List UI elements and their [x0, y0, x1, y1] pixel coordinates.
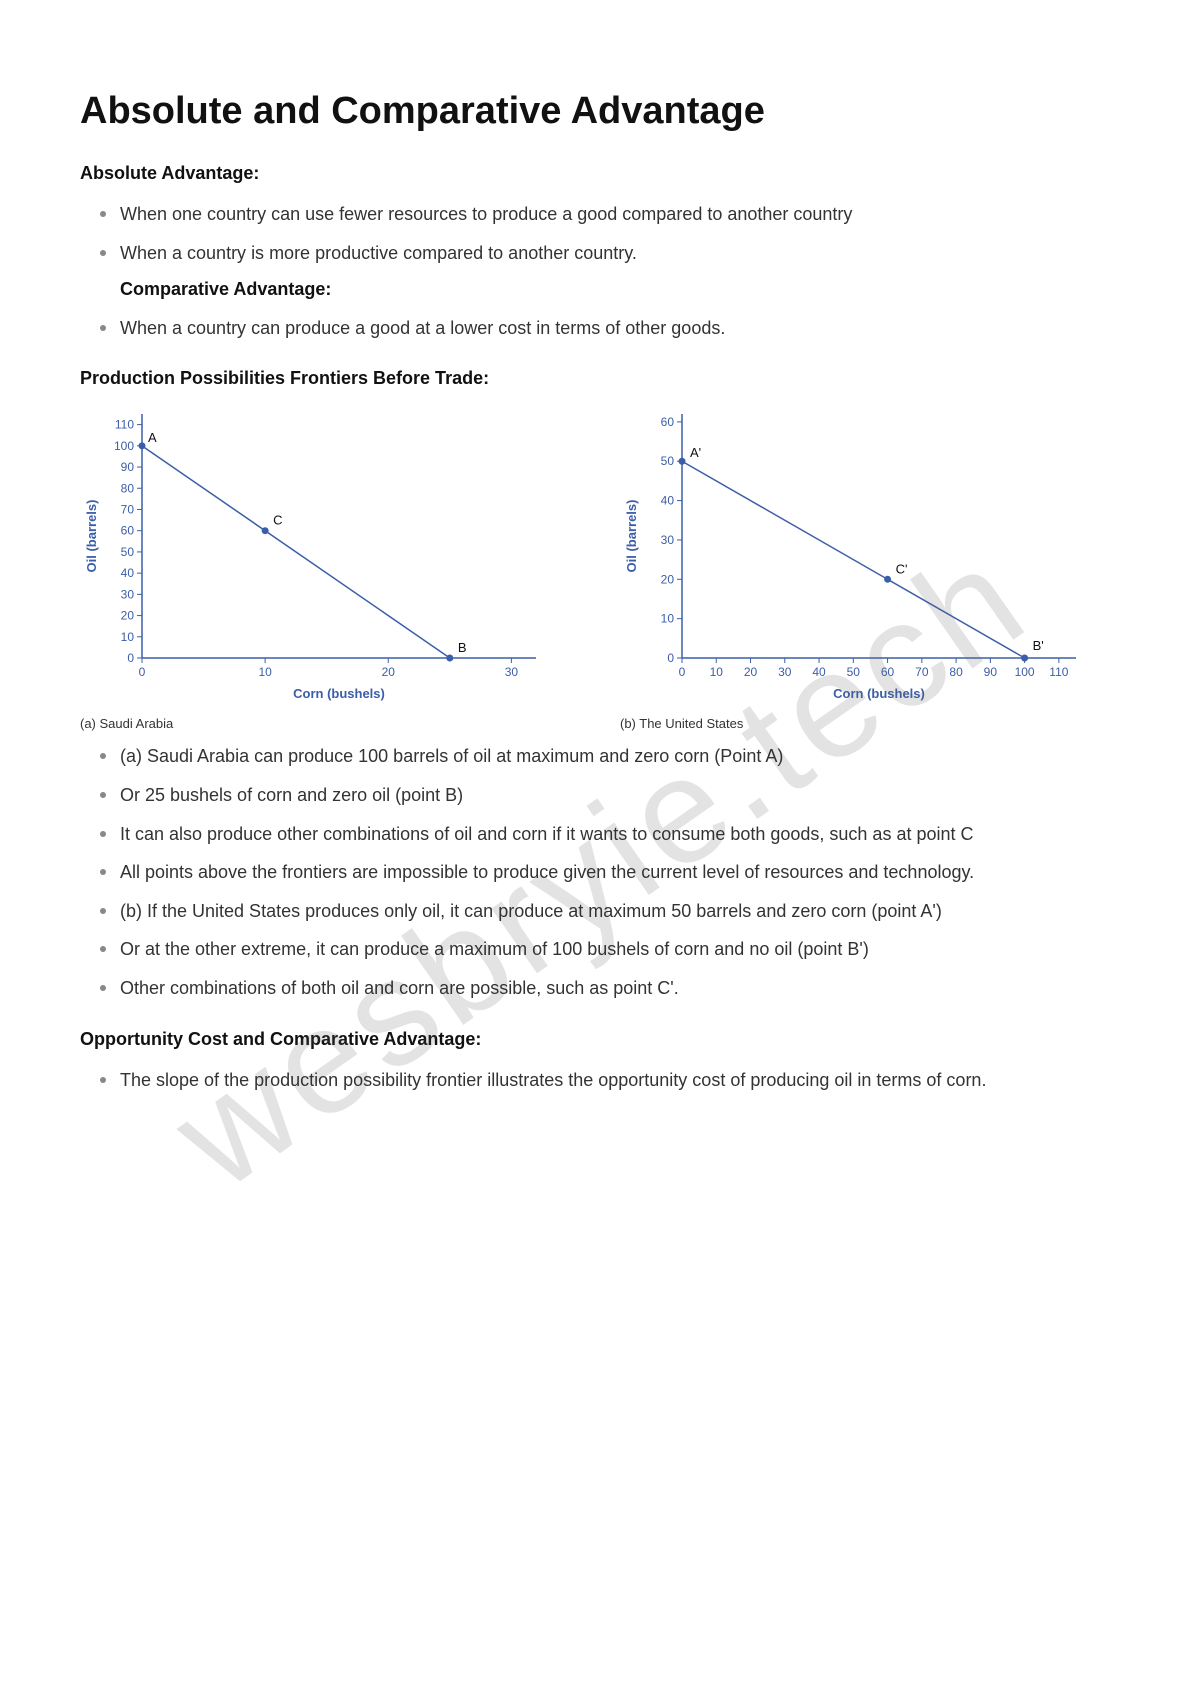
- svg-text:60: 60: [881, 665, 895, 679]
- svg-text:30: 30: [505, 665, 519, 679]
- absolute-list: When one country can use fewer resources…: [80, 199, 1120, 343]
- svg-text:100: 100: [114, 439, 134, 453]
- list-item: It can also produce other combinations o…: [120, 819, 1120, 850]
- svg-text:90: 90: [121, 460, 135, 474]
- svg-text:A: A: [148, 430, 157, 445]
- svg-text:110: 110: [1049, 665, 1068, 679]
- svg-text:50: 50: [847, 665, 861, 679]
- list-item: (b) If the United States produces only o…: [120, 896, 1120, 927]
- opportunity-list: The slope of the production possibility …: [80, 1065, 1120, 1096]
- svg-text:10: 10: [710, 665, 724, 679]
- svg-text:30: 30: [778, 665, 792, 679]
- svg-text:80: 80: [949, 665, 963, 679]
- svg-text:Corn (bushels): Corn (bushels): [833, 686, 925, 701]
- svg-text:20: 20: [744, 665, 758, 679]
- svg-text:C': C': [896, 562, 908, 577]
- chart-b: 0 10 20 30 40 50 60 0 10 20 30 40 50 60 70 80 90 100 110 Co…: [620, 404, 1090, 704]
- svg-text:10: 10: [121, 630, 135, 644]
- svg-text:B': B': [1033, 638, 1044, 653]
- list-item: All points above the frontiers are impos…: [120, 857, 1120, 888]
- svg-text:60: 60: [661, 415, 675, 429]
- svg-text:Oil (barrels): Oil (barrels): [84, 500, 99, 573]
- ppf-heading: Production Possibilities Frontiers Befor…: [80, 368, 1120, 389]
- svg-text:30: 30: [661, 533, 675, 547]
- svg-text:Oil (barrels): Oil (barrels): [624, 500, 639, 573]
- svg-text:10: 10: [258, 665, 272, 679]
- list-item: Or at the other extreme, it can produce …: [120, 934, 1120, 965]
- absolute-heading: Absolute Advantage:: [80, 163, 1120, 184]
- list-item: The slope of the production possibility …: [120, 1065, 1120, 1096]
- chart-b-caption: (b) The United States: [620, 716, 1120, 731]
- svg-text:20: 20: [382, 665, 396, 679]
- list-item: When a country can produce a good at a l…: [120, 313, 1120, 344]
- svg-text:Corn (bushels): Corn (bushels): [293, 686, 385, 701]
- svg-text:A': A': [690, 446, 701, 461]
- svg-text:110: 110: [115, 418, 134, 432]
- comparative-heading: Comparative Advantage:: [120, 274, 1120, 305]
- svg-text:20: 20: [121, 609, 135, 623]
- list-item: (a) Saudi Arabia can produce 100 barrels…: [120, 741, 1120, 772]
- list-item: When one country can use fewer resources…: [120, 199, 1120, 230]
- opportunity-heading: Opportunity Cost and Comparative Advanta…: [80, 1029, 1120, 1050]
- chart-a-caption: (a) Saudi Arabia: [80, 716, 580, 731]
- svg-text:30: 30: [121, 588, 135, 602]
- svg-text:20: 20: [661, 573, 675, 587]
- svg-text:90: 90: [984, 665, 998, 679]
- svg-text:100: 100: [1015, 665, 1035, 679]
- svg-text:40: 40: [812, 665, 826, 679]
- page: wesbryie.tech Absolute and Comparative A…: [0, 0, 1200, 1698]
- svg-text:0: 0: [127, 651, 134, 665]
- list-item: Other combinations of both oil and corn …: [120, 973, 1120, 1004]
- svg-text:C: C: [273, 513, 282, 528]
- chart-b-col: 0 10 20 30 40 50 60 0 10 20 30 40 50 60 70 80 90 100 110 Co…: [620, 404, 1120, 731]
- svg-text:70: 70: [915, 665, 929, 679]
- ppf-notes: (a) Saudi Arabia can produce 100 barrels…: [80, 741, 1120, 1003]
- chart-a-col: 0 10 20 30 40 50 60 70 80 90 100 110 0 10 20 30 Corn (bu…: [80, 404, 580, 731]
- svg-text:0: 0: [667, 651, 674, 665]
- svg-text:80: 80: [121, 482, 135, 496]
- svg-text:60: 60: [121, 524, 135, 538]
- chart-a: 0 10 20 30 40 50 60 70 80 90 100 110 0 10 20 30 Corn (bu…: [80, 404, 550, 704]
- list-item-text: When a country is more productive compar…: [120, 243, 637, 263]
- charts-row: 01020304050607080901001100102030Corn (bu…: [80, 404, 1120, 731]
- svg-text:0: 0: [139, 665, 146, 679]
- svg-text:70: 70: [121, 503, 135, 517]
- svg-text:10: 10: [661, 612, 675, 626]
- svg-text:50: 50: [661, 455, 675, 469]
- svg-text:40: 40: [661, 494, 675, 508]
- svg-text:B: B: [458, 640, 467, 655]
- list-item: When a country is more productive compar…: [120, 238, 1120, 305]
- list-item: Or 25 bushels of corn and zero oil (poin…: [120, 780, 1120, 811]
- page-title: Absolute and Comparative Advantage: [80, 90, 1120, 133]
- svg-text:50: 50: [121, 545, 135, 559]
- svg-text:0: 0: [679, 665, 686, 679]
- svg-text:40: 40: [121, 567, 135, 581]
